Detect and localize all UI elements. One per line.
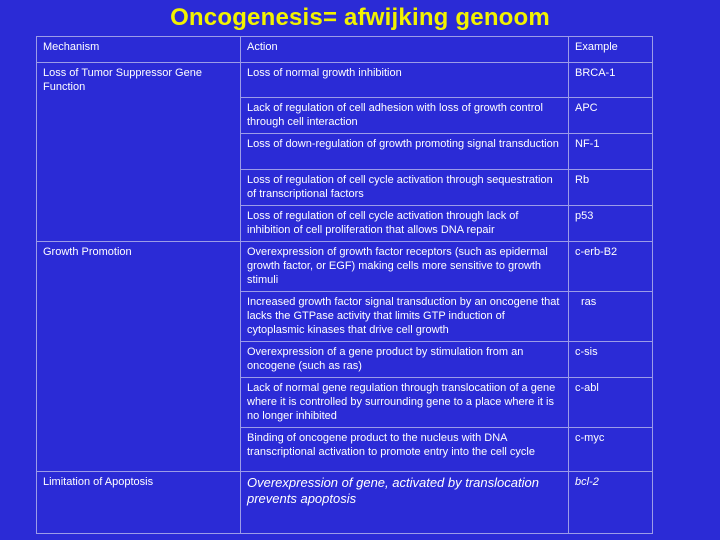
table-row: Loss of down-regulation of growth promot… <box>37 133 653 170</box>
header-example: Example <box>568 36 653 63</box>
group-tumor-suppressor: Loss of Tumor Suppressor Gene Function <box>36 62 241 242</box>
row-example: bcl-2 <box>568 471 653 534</box>
row-example: c-myc <box>568 427 653 472</box>
row-action: Loss of down-regulation of growth promot… <box>240 133 569 170</box>
table-row: Loss of Tumor Suppressor Gene Function L… <box>36 62 653 242</box>
table-row: Loss of regulation of cell cycle activat… <box>37 205 653 242</box>
row-example: BRCA-1 <box>568 62 653 98</box>
table-row: Overexpression of a gene product by stim… <box>37 341 653 378</box>
row-example: c-sis <box>568 341 653 378</box>
row-action: Loss of regulation of cell cycle activat… <box>240 169 569 206</box>
header-action: Action <box>240 36 569 63</box>
table-header-row: Mechanism Action Example <box>36 36 653 63</box>
row-example: p53 <box>568 205 653 242</box>
header-mechanism: Mechanism <box>36 36 241 63</box>
table-row: Lack of regulation of cell adhesion with… <box>37 97 653 134</box>
table-row: Loss of regulation of cell cycle activat… <box>37 169 653 206</box>
table-row: Lack of normal gene regulation through t… <box>37 377 653 428</box>
row-example: c-erb-B2 <box>568 241 653 292</box>
group-growth-promotion: Growth Promotion <box>36 241 241 472</box>
page-title: Oncogenesis= afwijking genoom <box>170 4 550 31</box>
table-row: Growth Promotion Overexpression of growt… <box>36 241 653 472</box>
oncogenesis-table: Mechanism Action Example Loss of Tumor S… <box>36 36 653 534</box>
row-action: Loss of regulation of cell cycle activat… <box>240 205 569 242</box>
table-row: Binding of oncogene product to the nucle… <box>37 427 653 472</box>
row-example: ras <box>568 291 653 342</box>
table-row: Limitation of Apoptosis Overexpression o… <box>36 471 653 534</box>
row-example: Rb <box>568 169 653 206</box>
row-example: NF-1 <box>568 133 653 170</box>
row-action: Overexpression of growth factor receptor… <box>240 241 569 292</box>
row-action: Lack of normal gene regulation through t… <box>240 377 569 428</box>
row-example: APC <box>568 97 653 134</box>
row-action: Lack of regulation of cell adhesion with… <box>240 97 569 134</box>
row-action: Binding of oncogene product to the nucle… <box>240 427 569 472</box>
row-action: Loss of normal growth inhibition <box>240 62 569 98</box>
table-row: Increased growth factor signal transduct… <box>37 291 653 342</box>
row-action: Overexpression of a gene product by stim… <box>240 341 569 378</box>
row-action: Overexpression of gene, activated by tra… <box>240 471 569 534</box>
group-apoptosis: Limitation of Apoptosis <box>36 471 241 534</box>
row-example: c-abl <box>568 377 653 428</box>
row-action: Increased growth factor signal transduct… <box>240 291 569 342</box>
